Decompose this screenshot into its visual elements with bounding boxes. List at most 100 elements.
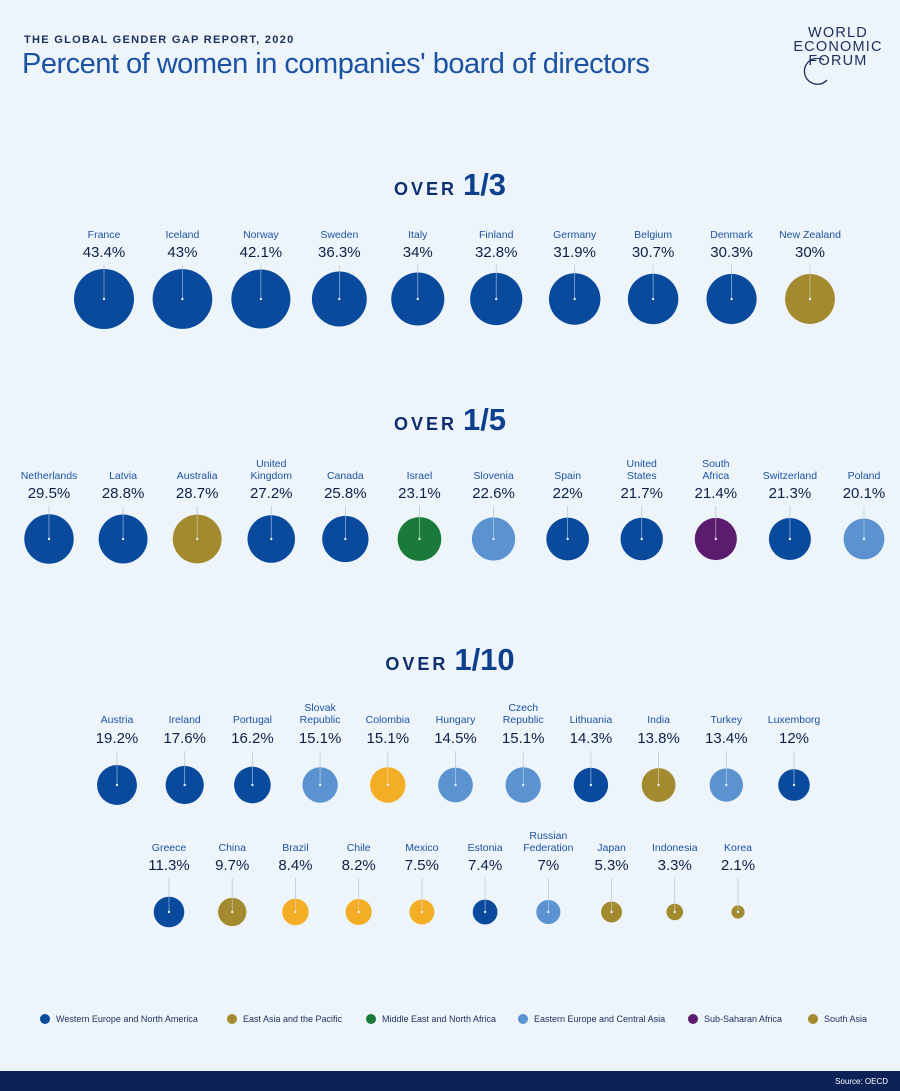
- center-dot: [522, 783, 525, 787]
- legend-swatch: [808, 1014, 818, 1024]
- value-label: 30.3%: [710, 244, 753, 261]
- center-dot: [259, 297, 263, 301]
- center-dot: [270, 537, 273, 541]
- legend-item: Western Europe and North America: [40, 1014, 198, 1024]
- country-label: Africa: [702, 470, 729, 482]
- center-dot: [589, 783, 593, 787]
- country-bubble-group: Turkey 13.4%: [705, 714, 748, 802]
- country-label: Austria: [101, 714, 134, 726]
- value-label: 5.3%: [594, 857, 628, 874]
- legend-label: East Asia and the Pacific: [243, 1014, 343, 1024]
- center-dot: [730, 297, 733, 301]
- center-dot: [418, 537, 421, 541]
- country-label: Finland: [479, 229, 514, 241]
- country-label: Slovenia: [473, 470, 513, 482]
- center-dot: [573, 297, 576, 301]
- country-bubble-group: France 43.4%: [74, 229, 134, 329]
- center-dot: [492, 537, 495, 541]
- center-dot: [651, 297, 655, 301]
- country-bubble-group: Luxemborg 12%: [768, 714, 821, 801]
- value-label: 42.1%: [240, 244, 283, 261]
- center-dot: [294, 910, 297, 914]
- country-label: Spain: [554, 470, 581, 482]
- value-label: 3.3%: [658, 857, 692, 874]
- value-label: 7.4%: [468, 857, 502, 874]
- logo-line-1: WORLD: [808, 25, 868, 41]
- center-dot: [115, 783, 119, 787]
- center-dot: [673, 910, 676, 914]
- center-dot: [121, 537, 125, 541]
- country-label: India: [647, 714, 670, 726]
- value-label: 31.9%: [553, 244, 596, 261]
- legend-swatch: [518, 1014, 528, 1024]
- country-bubble-group: Sweden 36.3%: [311, 229, 367, 327]
- country-label: Australia: [177, 470, 218, 482]
- country-label: Estonia: [468, 842, 503, 854]
- value-label: 17.6%: [163, 730, 206, 747]
- country-bubble-group: Japan 5.3%: [594, 842, 629, 923]
- value-label: 29.5%: [28, 485, 71, 502]
- legend-label: Sub-Saharan Africa: [704, 1014, 783, 1024]
- wef-logo: WORLD ECONOMIC FORUM: [788, 25, 888, 69]
- country-bubble-group: Canada 25.8%: [322, 470, 369, 563]
- legend-swatch: [366, 1014, 376, 1024]
- value-label: 27.2%: [250, 485, 293, 502]
- center-dot: [483, 910, 487, 914]
- country-bubble-group: Poland 20.1%: [843, 470, 886, 560]
- country-label: Kingdom: [251, 470, 293, 482]
- center-dot: [357, 910, 360, 914]
- value-label: 15.1%: [367, 730, 410, 747]
- value-label: 36.3%: [318, 244, 361, 261]
- value-label: 14.3%: [570, 730, 613, 747]
- value-label: 20.1%: [843, 485, 886, 502]
- country-label: Republic: [503, 714, 544, 726]
- center-dot: [47, 537, 51, 541]
- country-label: Iceland: [166, 229, 200, 241]
- center-dot: [344, 537, 347, 541]
- country-label: Belgium: [634, 229, 672, 241]
- center-dot: [808, 297, 812, 301]
- country-bubble-group: Estonia 7.4%: [468, 842, 503, 925]
- country-bubble-group: Australia 28.7%: [172, 470, 222, 564]
- country-bubble-group: Switzerland 21.3%: [763, 470, 817, 561]
- country-bubble-group: Germany 31.9%: [548, 229, 601, 325]
- center-dot: [547, 910, 550, 914]
- value-label: 25.8%: [324, 485, 367, 502]
- country-bubble-group: Italy 34%: [391, 229, 445, 326]
- country-bubble-group: Norway 42.1%: [231, 229, 291, 329]
- country-label: Brazil: [282, 842, 308, 854]
- value-label: 14.5%: [434, 730, 477, 747]
- value-label: 19.2%: [96, 730, 139, 747]
- country-bubble-group: Mexico 7.5%: [405, 842, 439, 925]
- value-label: 21.3%: [769, 485, 812, 502]
- country-label: Portugal: [233, 714, 272, 726]
- center-dot: [792, 783, 796, 787]
- country-label: South: [702, 458, 730, 470]
- band-title-third: OVER 1/3: [0, 167, 900, 203]
- country-label: Luxemborg: [768, 714, 821, 726]
- value-label: 13.8%: [637, 730, 680, 747]
- source-note: Source: OECD: [835, 1077, 888, 1086]
- legend-label: Middle East and North Africa: [382, 1014, 497, 1024]
- value-label: 11.3%: [148, 857, 189, 874]
- footer-bar: Source: OECD: [0, 1071, 900, 1091]
- center-dot: [251, 783, 254, 787]
- country-bubble-group: Brazil 8.4%: [278, 842, 313, 926]
- legend-swatch: [227, 1014, 237, 1024]
- country-label: States: [627, 470, 657, 482]
- center-dot: [318, 783, 322, 787]
- country-label: China: [219, 842, 247, 854]
- country-label: Italy: [408, 229, 428, 241]
- center-dot: [338, 297, 341, 301]
- country-label: Greece: [152, 842, 187, 854]
- country-label: Slovak: [304, 702, 336, 714]
- value-label: 8.4%: [278, 857, 312, 874]
- logo-line-2: ECONOMIC: [793, 39, 883, 55]
- legend-item: South Asia: [808, 1014, 867, 1024]
- band-title-tenth: OVER 1/10: [0, 642, 900, 678]
- country-label: United: [256, 458, 287, 470]
